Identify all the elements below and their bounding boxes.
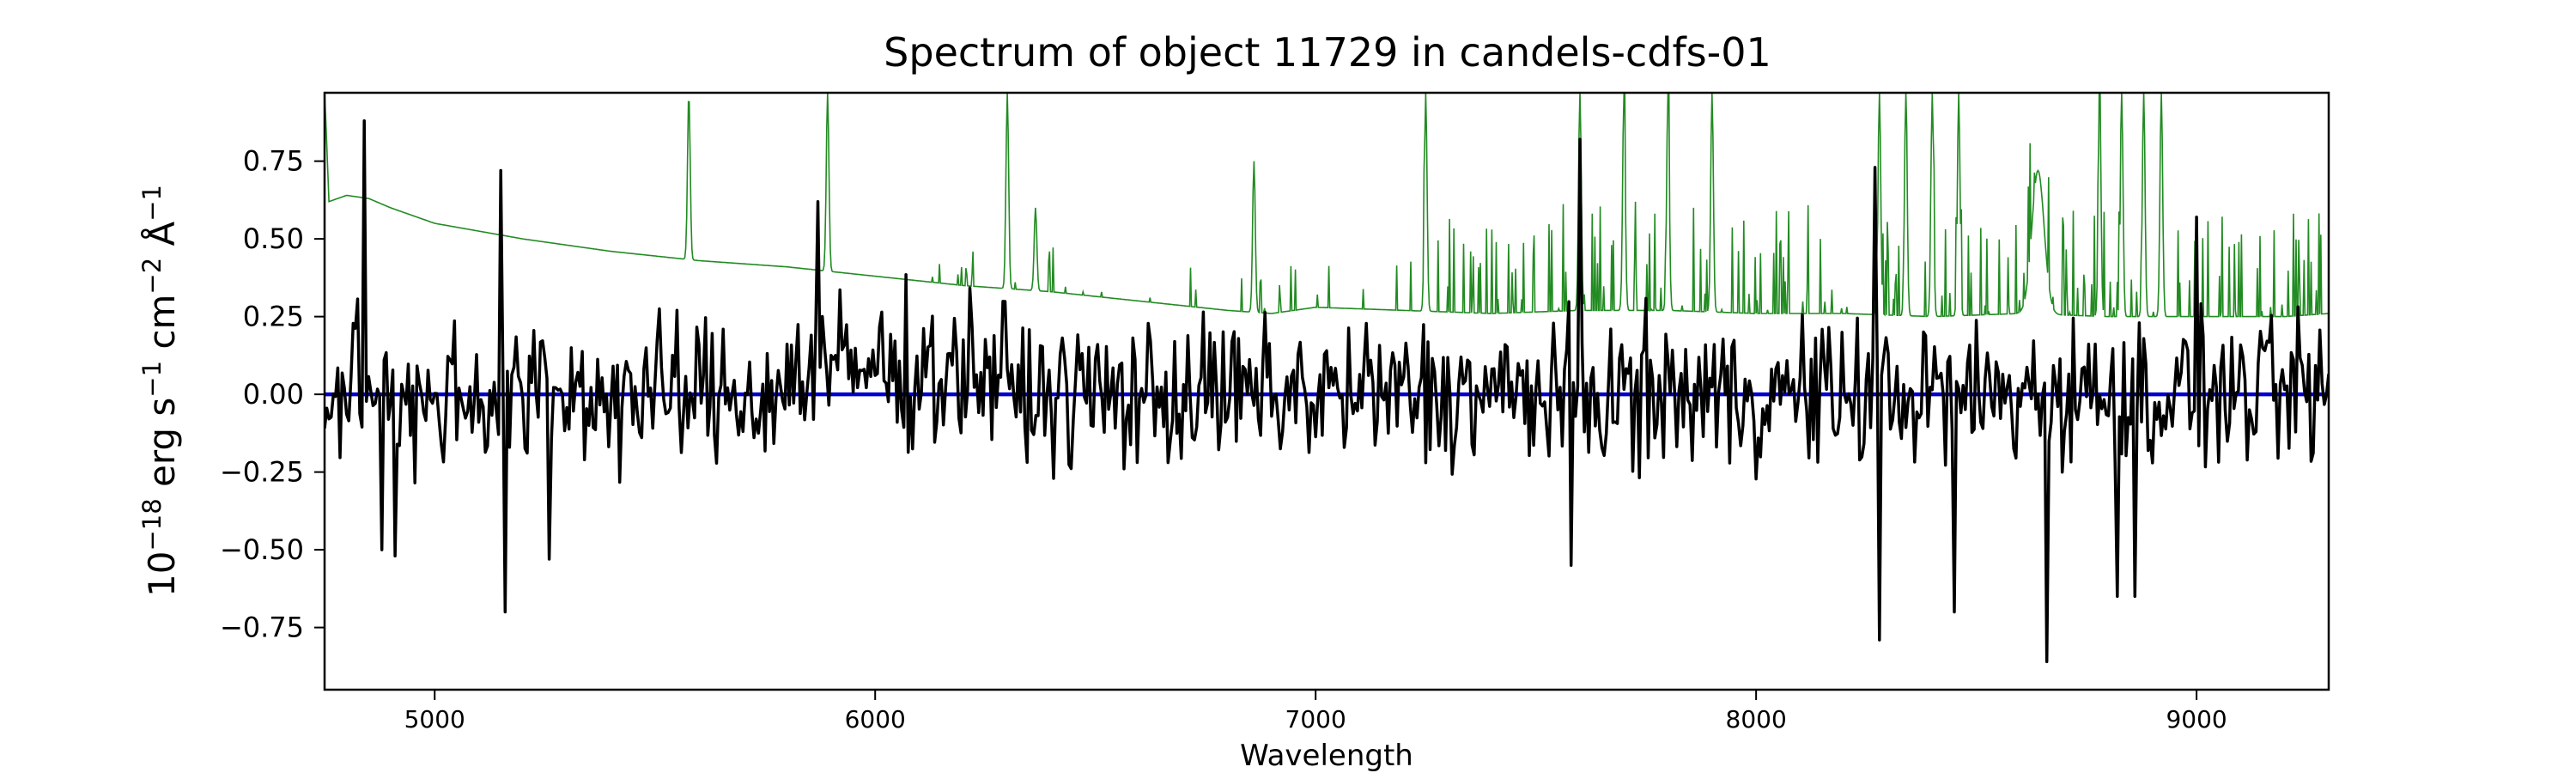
- y-label-exp2: −1: [137, 361, 167, 398]
- sky-noise-line: [325, 93, 2329, 318]
- y-tick-label: −0.50: [220, 533, 304, 566]
- y-label-exp4: −1: [137, 185, 167, 222]
- y-axis-ticks: −0.75 −0.50 −0.25 0.00 0.25 0.50 0.75: [220, 145, 325, 644]
- y-label-exp1: −18: [137, 498, 167, 551]
- flux-line: [325, 119, 2329, 664]
- x-axis-label: Wavelength: [1240, 739, 1413, 773]
- y-tick-label: −0.75: [220, 612, 304, 644]
- x-tick-label: 9000: [2166, 705, 2227, 733]
- x-tick-label: 7000: [1285, 705, 1346, 733]
- y-label-unit1: erg s: [141, 398, 183, 499]
- plot-frame: [323, 91, 2330, 691]
- y-axis-label: 10−18 erg s−1 cm−2 Å−1: [137, 185, 183, 597]
- y-tick-label: 0.75: [243, 145, 304, 178]
- y-label-base: 10: [141, 551, 183, 597]
- y-tick-label: −0.25: [220, 456, 304, 489]
- x-tick-label: 8000: [1726, 705, 1787, 733]
- y-tick-label: 0.00: [243, 378, 304, 411]
- plot-area: [325, 93, 2329, 664]
- chart-title: Spectrum of object 11729 in candels-cdfs…: [884, 29, 1771, 76]
- y-tick-label: 0.25: [243, 301, 304, 333]
- y-label-unit2: cm: [141, 295, 183, 361]
- x-axis-ticks: 5000 6000 7000 8000 9000: [404, 690, 2227, 733]
- y-label-exp3: −2: [137, 258, 167, 295]
- x-tick-label: 5000: [404, 705, 465, 733]
- y-label-unit3: Å: [140, 222, 183, 258]
- y-tick-label: 0.50: [243, 222, 304, 255]
- x-tick-label: 6000: [845, 705, 906, 733]
